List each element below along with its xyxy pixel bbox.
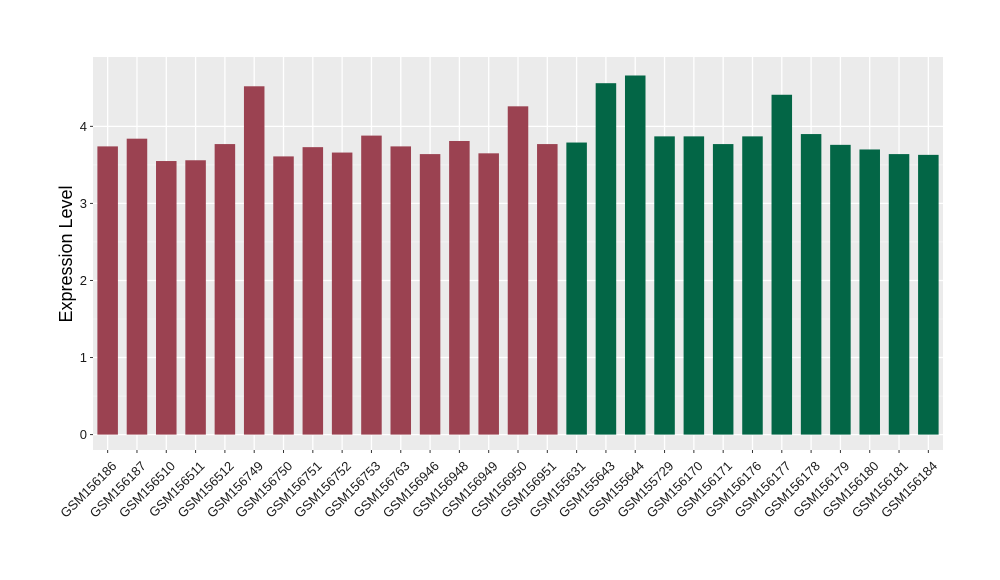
bar (273, 156, 294, 435)
x-axis-ticks: GSM156186GSM156187GSM156510GSM156511GSM1… (57, 450, 940, 521)
bar (185, 160, 206, 435)
bar (566, 142, 587, 435)
bar (243, 86, 265, 435)
y-tick-label: 0 (80, 427, 87, 442)
bar (390, 146, 412, 435)
y-axis-ticks: 0 1 2 3 4 (80, 119, 93, 442)
bar (507, 106, 529, 435)
bar (712, 144, 734, 435)
bar (859, 149, 880, 435)
y-tick-label: 1 (80, 350, 87, 365)
bar (624, 75, 646, 435)
bar (537, 144, 558, 435)
bar (361, 135, 382, 435)
bar (771, 94, 793, 435)
bar (97, 146, 118, 435)
y-tick-label: 4 (80, 119, 87, 134)
bar (478, 153, 499, 435)
bar (156, 161, 177, 435)
bar (800, 134, 822, 435)
bar (918, 154, 939, 435)
bar (830, 144, 851, 435)
bar (683, 136, 705, 435)
bar (742, 136, 763, 435)
y-tick-label: 2 (80, 273, 87, 288)
bar (449, 140, 470, 435)
bar (888, 154, 910, 435)
bar (214, 144, 236, 435)
bar (126, 138, 148, 435)
bar (595, 83, 617, 435)
bar (302, 147, 324, 435)
bars (97, 75, 939, 435)
y-tick-label: 3 (80, 196, 87, 211)
bar (419, 154, 441, 435)
y-axis-title: Expression Level (56, 185, 76, 322)
bar (654, 136, 675, 435)
bar (331, 152, 353, 435)
